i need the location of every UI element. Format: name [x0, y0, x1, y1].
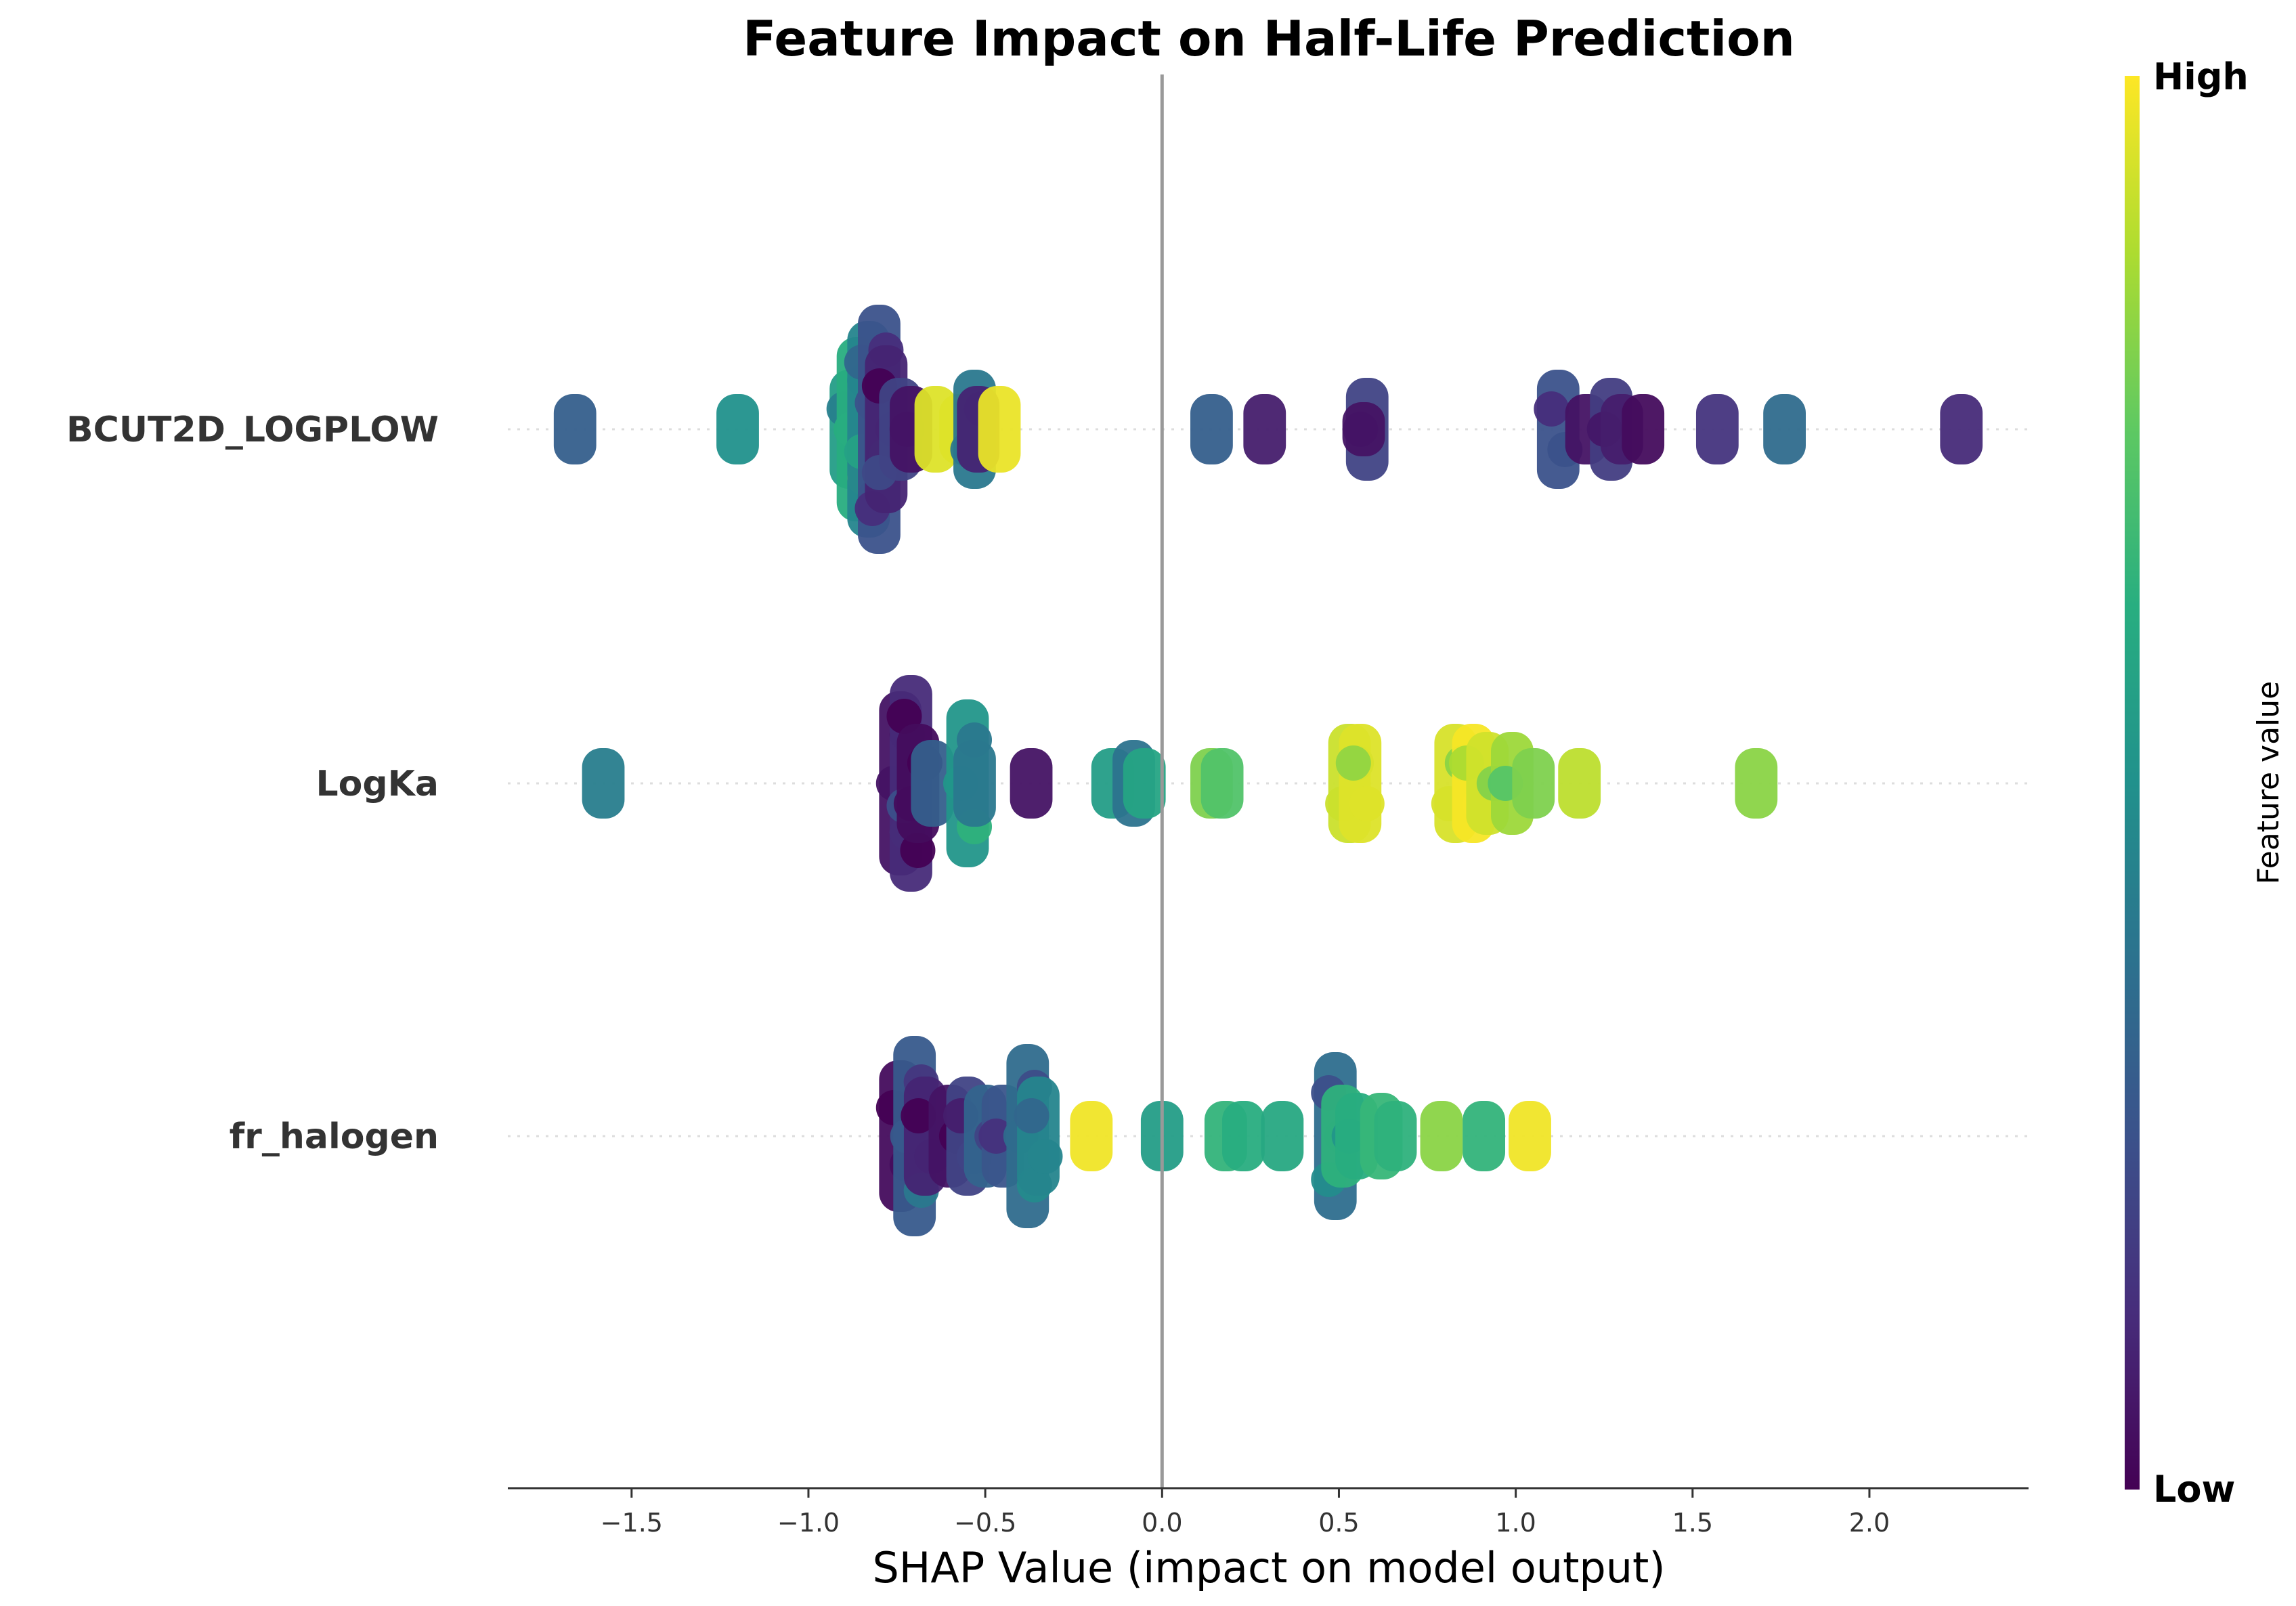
shap-point-cluster: [1123, 748, 1166, 819]
shap-point: [1335, 745, 1371, 781]
shap-points: [553, 305, 1983, 1236]
shap-point-cluster: [1017, 1077, 1060, 1196]
shap-point-cluster: [1200, 748, 1244, 819]
shap-point-cluster: [1463, 1101, 1506, 1171]
x-axis-label: SHAP Value (impact on model output): [872, 1543, 1665, 1592]
colorbar-low-label: Low: [2153, 1468, 2235, 1511]
colorbar-high-label: High: [2153, 56, 2249, 98]
x-tick-label: 1.0: [1495, 1508, 1536, 1538]
shap-point-cluster: [1512, 748, 1555, 819]
shap-point-cluster: [1695, 394, 1739, 464]
shap-point-cluster: [1339, 724, 1382, 843]
shap-point: [901, 1098, 936, 1133]
colorbar-gradient: [2125, 76, 2140, 1490]
shap-point-cluster: [553, 394, 597, 464]
shap-point-cluster: [1010, 748, 1053, 819]
shap-point: [1014, 1098, 1049, 1133]
shap-point-cluster: [1222, 1101, 1265, 1171]
shap-point-cluster: [953, 740, 996, 827]
shap-point-cluster: [1558, 748, 1601, 819]
shap-point-cluster: [1940, 394, 1983, 464]
shap-point-cluster: [1261, 1101, 1304, 1171]
x-tick-label: 0.5: [1318, 1508, 1359, 1538]
shap-point: [1027, 1139, 1063, 1174]
x-tick-label: −1.5: [601, 1508, 663, 1538]
shap-point-cluster: [1342, 402, 1385, 456]
feature-label: fr_halogen: [230, 1116, 439, 1157]
x-axis-ticks: −1.5 −1.0 −0.5 0.0 0.5 1.0 1.5 2.0: [601, 1488, 1890, 1538]
colorbar-title: Feature value: [2251, 681, 2286, 884]
shap-point-cluster: [1763, 394, 1806, 464]
feature-label: LogKa: [316, 764, 439, 804]
shap-point-cluster: [1243, 394, 1286, 464]
shap-point-cluster: [1420, 1101, 1463, 1171]
shap-point-cluster: [978, 386, 1021, 473]
shap-point-cluster: [911, 740, 954, 827]
feature-gridlines: [508, 428, 2029, 1137]
shap-point: [1534, 391, 1569, 427]
x-tick-label: −0.5: [954, 1508, 1016, 1538]
feature-labels: BCUT2D_LOGPLOW LogKa fr_halogen: [66, 410, 439, 1157]
shap-point-cluster: [582, 748, 625, 819]
x-tick-label: 2.0: [1849, 1508, 1890, 1538]
shap-point: [978, 1119, 1014, 1154]
colorbar: High Low Feature value: [2125, 56, 2286, 1511]
x-tick-label: −1.0: [777, 1508, 840, 1538]
shap-point-cluster: [1190, 394, 1233, 464]
shap-point-cluster: [716, 394, 759, 464]
shap-point-cluster: [1735, 748, 1778, 819]
x-tick-label: 0.0: [1142, 1508, 1182, 1538]
shap-point: [1349, 786, 1385, 821]
shap-point-cluster: [1070, 1101, 1113, 1171]
x-tick-label: 1.5: [1672, 1508, 1713, 1538]
shap-point-cluster: [1374, 1101, 1417, 1171]
shap-point-cluster: [1622, 394, 1665, 464]
shap-point-cluster: [1509, 1101, 1551, 1171]
feature-label: BCUT2D_LOGPLOW: [66, 410, 439, 450]
chart-title: Feature Impact on Half-Life Prediction: [743, 10, 1795, 67]
